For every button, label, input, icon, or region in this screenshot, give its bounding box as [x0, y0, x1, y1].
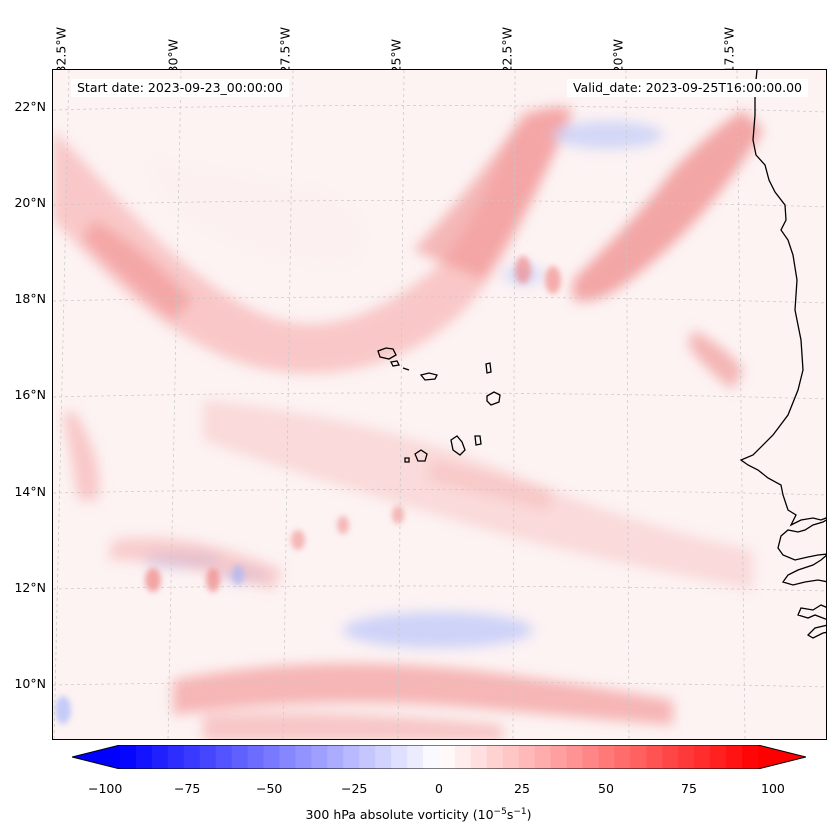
- colorbar-bin: [534, 745, 552, 769]
- cape-verde-islands: [377, 347, 501, 463]
- colorbar-bin: [439, 745, 456, 769]
- colorbar-bin: [215, 745, 233, 769]
- island-sao-nicolau: [419, 372, 438, 381]
- colorbar-bin: [295, 745, 312, 769]
- colorbar-bin: [646, 745, 663, 769]
- colorbar-tick-50: 50: [598, 781, 614, 796]
- lat-label-16n: 16°N: [14, 387, 46, 402]
- colorbar-bin: [359, 745, 376, 769]
- colorbar-bin: [120, 745, 137, 769]
- colorbar-tick-neg25: −25: [341, 781, 368, 796]
- island-santa-luzia: [402, 367, 410, 371]
- colorbar-tick-neg75: −75: [174, 781, 201, 796]
- colorbar-tick-75: 75: [681, 781, 697, 796]
- island-boa-vista: [486, 391, 501, 406]
- lon-label-32-5w: 32.5°W: [53, 27, 69, 74]
- vorticity-field: [53, 106, 763, 739]
- lon-label-17-5w: 17.5°W: [721, 27, 737, 74]
- colorbar-bin: [598, 745, 616, 769]
- colorbar-bin: [391, 745, 408, 769]
- colorbar-bin: [327, 745, 344, 769]
- colorbar: [71, 744, 807, 770]
- colorbar-bin: [247, 745, 265, 769]
- colorbar-bin: [502, 745, 520, 769]
- colorbar-tick-25: 25: [514, 781, 530, 796]
- african-coastline: [739, 70, 826, 639]
- colorbar-bin: [710, 745, 727, 769]
- island-maio: [474, 435, 482, 446]
- lon-label-27-5w: 27.5°W: [277, 27, 293, 74]
- colorbar-title-main: 300 hPa absolute vorticity (10: [305, 807, 494, 823]
- island-santo-antao: [377, 347, 397, 360]
- colorbar-tick-neg100: −100: [88, 781, 123, 796]
- lat-label-18n: 18°N: [14, 291, 46, 306]
- colorbar-bin: [726, 745, 743, 769]
- island-fogo: [414, 449, 428, 462]
- colorbar-bin: [279, 745, 297, 769]
- island-sal: [485, 362, 492, 374]
- lat-label-20n: 20°N: [14, 195, 46, 210]
- vorticity-small-features: [55, 256, 561, 724]
- colorbar-bin: [199, 745, 217, 769]
- start-date-label: Start date: 2023-09-23_00:00:00: [71, 79, 289, 97]
- colorbar-bin: [486, 745, 504, 769]
- vorticity-map[interactable]: Start date: 2023-09-23_00:00:00 Valid_da…: [52, 69, 827, 740]
- colorbar-extend-min: [72, 745, 120, 769]
- colorbar-title-exp1: −5: [493, 807, 507, 817]
- colorbar-bin: [231, 745, 249, 769]
- lat-label-14n: 14°N: [14, 484, 46, 499]
- colorbar-title-end: ): [526, 807, 532, 823]
- colorbar-bin: [375, 745, 392, 769]
- map-canvas: [53, 70, 826, 739]
- colorbar-graphic: [71, 744, 807, 770]
- colorbar-bin: [343, 745, 360, 769]
- colorbar-bin: [742, 745, 759, 769]
- valid-date-label: Valid_date: 2023-09-25T16:00:00.00: [566, 79, 808, 97]
- colorbar-bin: [662, 745, 679, 769]
- colorbar-bin: [183, 745, 201, 769]
- colorbar-bin: [151, 745, 169, 769]
- colorbar-title-exp2: −1: [513, 807, 527, 817]
- lat-label-22n: 22°N: [14, 99, 46, 114]
- colorbar-extend-max: [758, 745, 806, 769]
- colorbar-title: 300 hPa absolute vorticity (10−5s−1): [0, 807, 837, 822]
- colorbar-bin: [167, 745, 185, 769]
- colorbar-bin: [694, 745, 711, 769]
- gridlines: [53, 70, 826, 739]
- colorbar-bin: [550, 745, 568, 769]
- colorbar-bin: [614, 745, 631, 769]
- colorbar-bin: [407, 745, 424, 769]
- colorbar-bin: [630, 745, 647, 769]
- colorbar-title-unit: s: [506, 807, 514, 823]
- island-sao-vicente: [390, 360, 400, 367]
- colorbar-bin: [311, 745, 328, 769]
- colorbar-bin: [454, 745, 472, 769]
- lon-label-22-5w: 22.5°W: [499, 27, 515, 74]
- colorbar-bin: [582, 745, 600, 769]
- colorbar-tick-neg50: −50: [256, 781, 283, 796]
- island-brava: [404, 457, 410, 463]
- lat-label-12n: 12°N: [14, 580, 46, 595]
- colorbar-bin: [423, 745, 440, 769]
- colorbar-tick-100: 100: [761, 781, 785, 796]
- colorbar-bin: [135, 745, 153, 769]
- colorbar-bin: [518, 745, 536, 769]
- colorbar-bin: [263, 745, 281, 769]
- lat-label-10n: 10°N: [14, 676, 46, 691]
- colorbar-bin: [678, 745, 695, 769]
- colorbar-tick-0: 0: [435, 781, 443, 796]
- island-santiago: [450, 435, 466, 456]
- colorbar-bin: [470, 745, 488, 769]
- colorbar-bin: [566, 745, 584, 769]
